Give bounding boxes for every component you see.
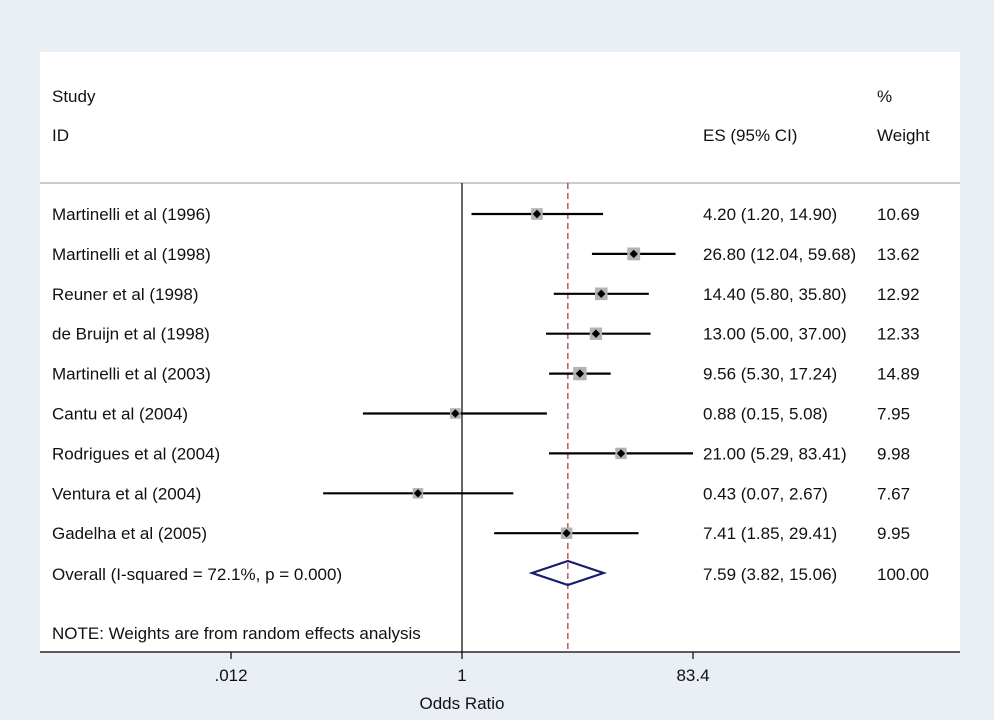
- point-estimate: [451, 409, 460, 418]
- overall-es-text: 7.59 (3.82, 15.06): [703, 565, 837, 584]
- point-estimate: [575, 369, 585, 378]
- study-label: Martinelli et al (1998): [52, 245, 211, 264]
- weight-text: 9.95: [877, 524, 910, 543]
- study-row: Reuner et al (1998) 14.40 (5.80, 35.80) 12…: [52, 285, 920, 304]
- study-row: Martinelli et al (2003) 9.56 (5.30, 17.24…: [52, 365, 920, 384]
- x-axis-label: Odds Ratio: [419, 694, 504, 713]
- es-ci-text: 13.00 (5.00, 37.00): [703, 325, 847, 344]
- point-estimate: [629, 249, 638, 259]
- study-label: Martinelli et al (2003): [52, 365, 211, 384]
- x-tick-label: 1: [457, 666, 466, 685]
- es-ci-text: 9.56 (5.30, 17.24): [703, 365, 837, 384]
- point-estimate: [616, 449, 626, 458]
- x-axis-ticks: .012 1 83.4: [214, 652, 710, 685]
- plot-panel: [40, 52, 960, 652]
- point-estimate: [591, 329, 601, 338]
- es-ci-text: 4.20 (1.20, 14.90): [703, 205, 837, 224]
- overall-diamond: [528, 559, 608, 587]
- study-row: de Bruijn et al (1998) 13.00 (5.00, 37.00…: [52, 325, 920, 344]
- study-label: Martinelli et al (1996): [52, 205, 211, 224]
- study-row: Martinelli et al (1996) 4.20 (1.20, 14.90…: [52, 205, 920, 224]
- study-label: Ventura et al (2004): [52, 484, 201, 503]
- overall-weight-text: 100.00: [877, 565, 929, 584]
- weights-note: NOTE: Weights are from random effects an…: [52, 624, 421, 643]
- study-row: Martinelli et al (1998) 26.80 (12.04, 59.…: [52, 245, 920, 264]
- weight-text: 7.67: [877, 484, 910, 503]
- point-estimate: [413, 489, 423, 498]
- study-label: Gadelha et al (2005): [52, 524, 207, 543]
- header-id: ID: [52, 126, 69, 145]
- weight-text: 10.69: [877, 205, 920, 224]
- study-label: Cantu et al (2004): [52, 405, 188, 424]
- study-label: de Bruijn et al (1998): [52, 325, 210, 344]
- x-tick-label: 83.4: [676, 666, 709, 685]
- header-study: Study: [52, 87, 96, 106]
- weight-text: 12.33: [877, 325, 920, 344]
- es-ci-text: 0.43 (0.07, 2.67): [703, 484, 828, 503]
- es-ci-text: 26.80 (12.04, 59.68): [703, 245, 856, 264]
- study-row: Gadelha et al (2005) 7.41 (1.85, 29.41) 9.…: [52, 524, 910, 543]
- study-row: Cantu et al (2004) 0.88 (0.15, 5.08) 7.95: [52, 405, 910, 424]
- es-ci-text: 14.40 (5.80, 35.80): [703, 285, 847, 304]
- es-ci-text: 0.88 (0.15, 5.08): [703, 405, 828, 424]
- weight-text: 9.98: [877, 444, 910, 463]
- study-label: Reuner et al (1998): [52, 285, 198, 304]
- weight-text: 13.62: [877, 245, 920, 264]
- es-ci-text: 21.00 (5.29, 83.41): [703, 444, 847, 463]
- study-row: Rodrigues et al (2004) 21.00 (5.29, 83.41…: [52, 444, 910, 463]
- x-tick-label: .012: [214, 666, 247, 685]
- weight-text: 7.95: [877, 405, 910, 424]
- header-es: ES (95% CI): [703, 126, 797, 145]
- point-estimate: [562, 529, 571, 538]
- weight-text: 14.89: [877, 365, 920, 384]
- study-row: Ventura et al (2004) 0.43 (0.07, 2.67) 7.6…: [52, 484, 910, 503]
- es-ci-text: 7.41 (1.85, 29.41): [703, 524, 837, 543]
- point-estimate: [597, 289, 606, 298]
- overall-label: Overall (I-squared = 72.1%, p = 0.000): [52, 565, 342, 584]
- header-percent: %: [877, 87, 892, 106]
- study-label: Rodrigues et al (2004): [52, 444, 220, 463]
- header-weight: Weight: [877, 126, 930, 145]
- point-estimate: [532, 209, 542, 219]
- weight-text: 12.92: [877, 285, 920, 304]
- study-rows: Martinelli et al (1996) 4.20 (1.20, 14.90…: [52, 205, 920, 543]
